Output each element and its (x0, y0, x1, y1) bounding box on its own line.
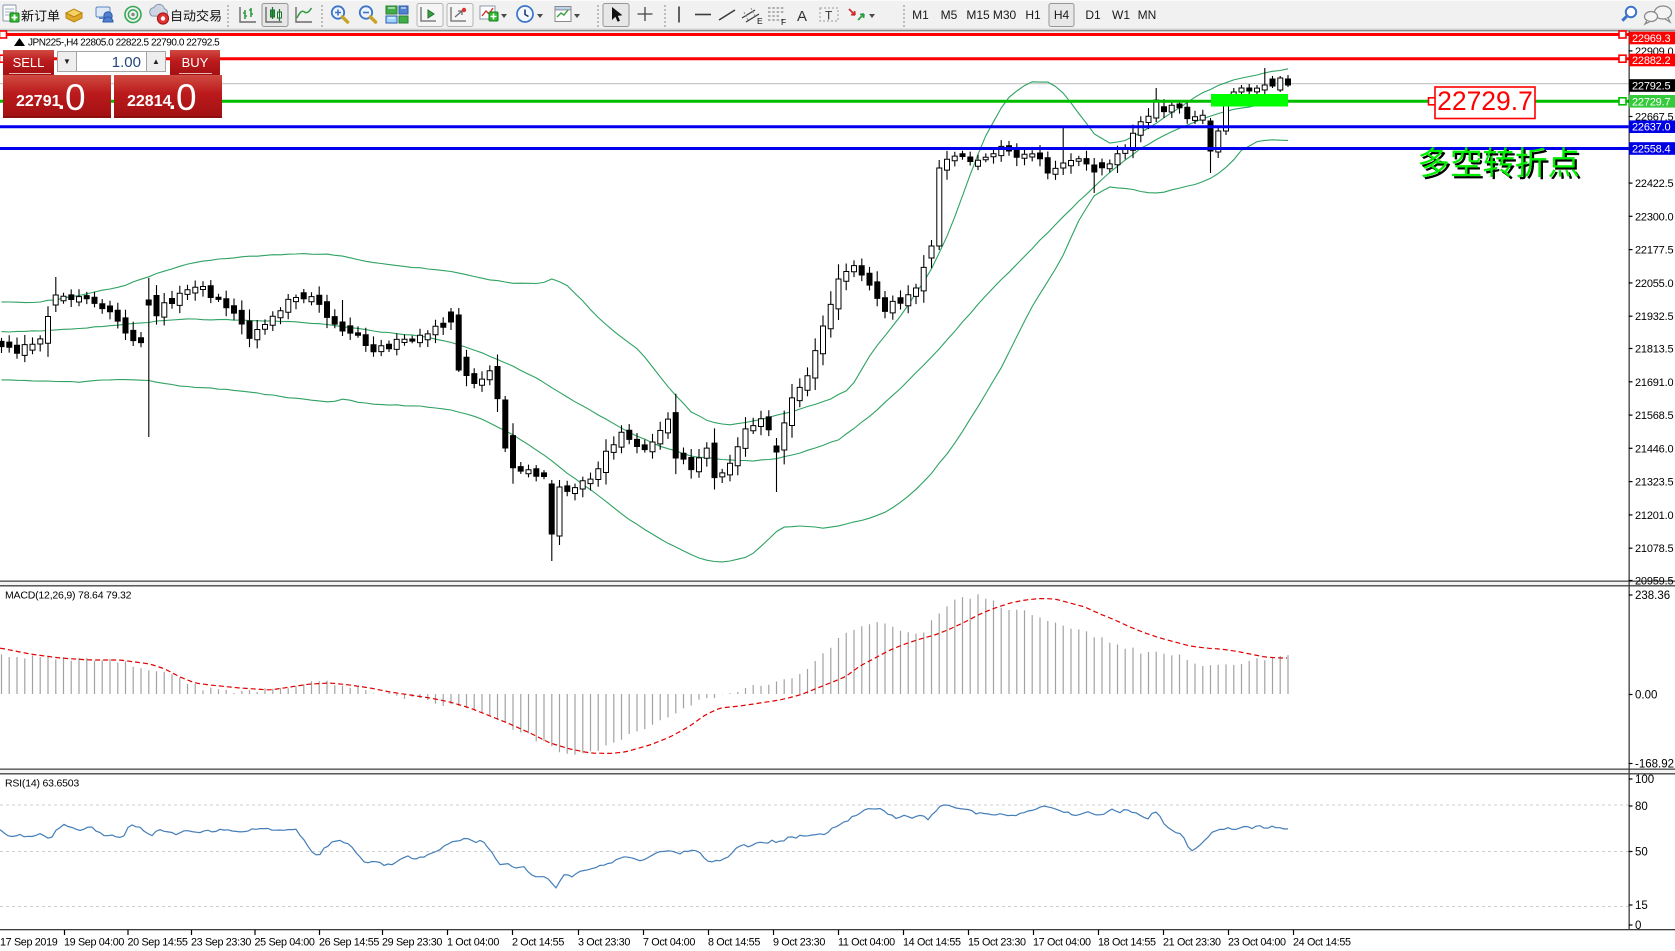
svg-text:25 Sep 04:00: 25 Sep 04:00 (255, 937, 315, 949)
svg-text:18 Oct 14:55: 18 Oct 14:55 (1098, 937, 1156, 949)
svg-text:22055.0: 22055.0 (1635, 278, 1673, 290)
svg-text:22729.7: 22729.7 (1437, 86, 1533, 116)
svg-text:7 Oct 04:00: 7 Oct 04:00 (643, 937, 695, 949)
svg-text:21691.0: 21691.0 (1635, 377, 1673, 389)
svg-text:8 Oct 14:55: 8 Oct 14:55 (708, 937, 760, 949)
svg-text:50: 50 (1635, 847, 1648, 859)
svg-text:19 Sep 04:00: 19 Sep 04:00 (64, 937, 124, 949)
svg-text:21 Oct 23:30: 21 Oct 23:30 (1163, 937, 1221, 949)
svg-text:21568.5: 21568.5 (1635, 410, 1673, 422)
svg-text:F: F (781, 17, 786, 27)
svg-text:H4: H4 (1054, 8, 1070, 22)
svg-text:23 Oct 04:00: 23 Oct 04:00 (1228, 937, 1286, 949)
svg-text:14 Oct 14:55: 14 Oct 14:55 (903, 937, 961, 949)
svg-text:MN: MN (1138, 8, 1157, 22)
svg-text:JPN225-,H4 22805.0 22822.5 22: JPN225-,H4 22805.0 22822.5 22790.0 22792… (28, 38, 220, 49)
svg-text:1 Oct 04:00: 1 Oct 04:00 (447, 937, 499, 949)
svg-text:20 Sep 14:55: 20 Sep 14:55 (128, 937, 188, 949)
svg-text:21813.5: 21813.5 (1635, 344, 1673, 356)
svg-text:3 Oct 23:30: 3 Oct 23:30 (578, 937, 630, 949)
svg-text:22422.5: 22422.5 (1635, 178, 1673, 190)
svg-text:MACD(12,26,9) 78.64 79.32: MACD(12,26,9) 78.64 79.32 (5, 590, 132, 602)
svg-text:21446.0: 21446.0 (1635, 443, 1673, 455)
svg-text:22300.0: 22300.0 (1635, 211, 1673, 223)
svg-text:W1: W1 (1112, 8, 1130, 22)
svg-text:22637.0: 22637.0 (1632, 122, 1670, 134)
svg-text:17 Oct 04:00: 17 Oct 04:00 (1033, 937, 1091, 949)
svg-text:T: T (825, 9, 833, 23)
svg-text:RSI(14) 63.6503: RSI(14) 63.6503 (5, 778, 79, 790)
svg-text:80: 80 (1635, 801, 1648, 813)
svg-text:9 Oct 23:30: 9 Oct 23:30 (773, 937, 825, 949)
svg-text:11 Oct 04:00: 11 Oct 04:00 (838, 937, 895, 949)
svg-text:17 Sep 2019: 17 Sep 2019 (0, 937, 58, 949)
svg-text:D1: D1 (1085, 8, 1101, 22)
svg-text:29 Sep 23:30: 29 Sep 23:30 (382, 937, 442, 949)
svg-text:21078.5: 21078.5 (1635, 543, 1673, 555)
svg-text:22882.2: 22882.2 (1632, 55, 1670, 67)
svg-text:22558.4: 22558.4 (1632, 144, 1670, 156)
svg-text:2 Oct 14:55: 2 Oct 14:55 (512, 937, 564, 949)
svg-text:15 Oct 23:30: 15 Oct 23:30 (968, 937, 1026, 949)
svg-text:100: 100 (1635, 774, 1654, 786)
svg-text:21323.5: 21323.5 (1635, 477, 1673, 489)
svg-text:15: 15 (1635, 900, 1648, 912)
svg-text:-168.92: -168.92 (1635, 759, 1674, 771)
svg-text:M15: M15 (966, 8, 990, 22)
svg-text:238.36: 238.36 (1635, 590, 1670, 602)
svg-text:M30: M30 (993, 8, 1017, 22)
svg-text:22177.5: 22177.5 (1635, 245, 1673, 257)
svg-text:22729.7: 22729.7 (1632, 96, 1670, 108)
svg-text:0.00: 0.00 (1635, 690, 1657, 702)
svg-text:21932.5: 21932.5 (1635, 311, 1673, 323)
svg-text:22969.3: 22969.3 (1632, 33, 1670, 45)
svg-text:H1: H1 (1025, 8, 1041, 22)
svg-text:A: A (797, 8, 807, 25)
svg-text:M1: M1 (912, 8, 929, 22)
svg-text:21201.0: 21201.0 (1635, 510, 1673, 522)
svg-text:22792.5: 22792.5 (1632, 81, 1670, 93)
svg-text:20959.5: 20959.5 (1635, 576, 1673, 588)
svg-text:23 Sep 23:30: 23 Sep 23:30 (191, 937, 251, 949)
svg-text:M5: M5 (941, 8, 958, 22)
svg-text:0: 0 (1635, 920, 1641, 932)
svg-text:E: E (757, 16, 763, 26)
svg-text:26 Sep 14:55: 26 Sep 14:55 (319, 937, 379, 949)
svg-text:24 Oct 14:55: 24 Oct 14:55 (1293, 937, 1351, 949)
